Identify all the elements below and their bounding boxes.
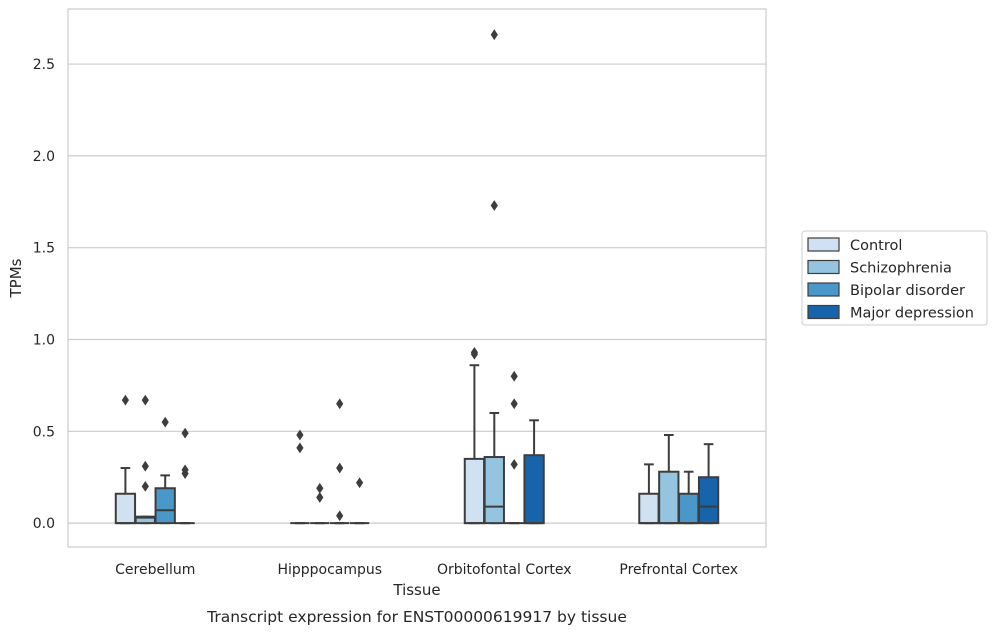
legend-label-1: Schizophrenia bbox=[850, 261, 952, 277]
box-3-0-rect bbox=[638, 492, 660, 525]
chart-caption: Transcript expression for ENST0000061991… bbox=[206, 608, 627, 626]
y-tick-label-2: 1.0 bbox=[33, 333, 55, 349]
box-3-3-rect bbox=[697, 476, 720, 525]
legend-label-2: Bipolar disorder bbox=[850, 283, 965, 299]
box-1-1-outlier-1 bbox=[316, 492, 324, 503]
box-2-1-rect bbox=[483, 456, 505, 525]
legend-frame bbox=[801, 230, 988, 326]
box-1-2-outlier-0 bbox=[336, 398, 344, 410]
plot-frame bbox=[67, 8, 767, 548]
legend-swatch-0 bbox=[807, 237, 840, 252]
box-1-0-outlier-0 bbox=[296, 429, 304, 441]
x-tick-label-1: Hipppocampus bbox=[277, 562, 382, 578]
plot-area bbox=[68, 9, 766, 547]
box-0-1-outlier-1 bbox=[141, 481, 149, 492]
box-0-2-rect bbox=[154, 487, 176, 525]
legend: Control Schizophrenia Bipolar disorder Majo… bbox=[801, 230, 988, 326]
y-tick-label-0: 0.0 bbox=[33, 516, 55, 532]
y-axis-label: TPMs bbox=[7, 258, 25, 298]
box-3-2-rect bbox=[678, 492, 700, 525]
legend-swatch-2 bbox=[807, 282, 840, 297]
box-2-0-rect bbox=[463, 457, 486, 525]
box-0-1-outlier-0 bbox=[141, 460, 149, 472]
legend-swatch-1 bbox=[807, 259, 840, 275]
box-plots bbox=[114, 29, 720, 525]
y-tick-label-5: 2.5 bbox=[33, 57, 55, 73]
x-tick-label-2: Orbitofontal Cortex bbox=[437, 562, 572, 578]
box-3-1-rect bbox=[658, 470, 680, 525]
box-2-2-outlier-2 bbox=[510, 458, 518, 470]
y-tick-label-4: 2.0 bbox=[33, 149, 55, 165]
box-2-0-outlier-1 bbox=[470, 348, 479, 360]
x-tick-label-3: Prefrontal Cortex bbox=[619, 562, 738, 578]
box-2-2-outlier-1 bbox=[510, 398, 518, 410]
box-0-3-outlier-2 bbox=[181, 468, 189, 479]
box-0-1-outlier-2 bbox=[141, 394, 149, 406]
y-tick-label-3: 1.5 bbox=[33, 241, 55, 257]
box-2-2-outlier-0 bbox=[510, 370, 518, 382]
box-0-0-rect bbox=[114, 492, 137, 525]
box-1-2-outlier-2 bbox=[336, 510, 344, 522]
x-axis-label: Tissue bbox=[392, 581, 440, 599]
legend-swatch-3 bbox=[807, 304, 840, 320]
box-1-3-outlier-0 bbox=[355, 477, 364, 489]
y-axis-ticks: 0.0 0.5 1.0 1.5 2.0 2.5 bbox=[33, 57, 55, 532]
x-tick-label-0: Cerebellum bbox=[115, 562, 195, 578]
box-1-0-outlier-1 bbox=[296, 442, 304, 454]
box-2-3-rect bbox=[523, 454, 545, 525]
box-2-1-outlier-0 bbox=[490, 29, 498, 41]
box-1-2-outlier-1 bbox=[336, 462, 344, 474]
box-1-1-outlier-0 bbox=[316, 482, 324, 494]
x-axis-ticks: Cerebellum Hipppocampus Orbitofontal Corte… bbox=[115, 562, 738, 578]
y-tick-label-1: 0.5 bbox=[33, 424, 55, 440]
box-0-2-outlier-0 bbox=[161, 416, 169, 428]
legend-label-0: Control bbox=[850, 238, 902, 254]
legend-label-3: Major depression bbox=[850, 306, 974, 322]
box-2-1-outlier-1 bbox=[490, 200, 498, 211]
box-0-0-outlier-0 bbox=[121, 394, 130, 406]
box-0-3-outlier-0 bbox=[181, 427, 189, 439]
